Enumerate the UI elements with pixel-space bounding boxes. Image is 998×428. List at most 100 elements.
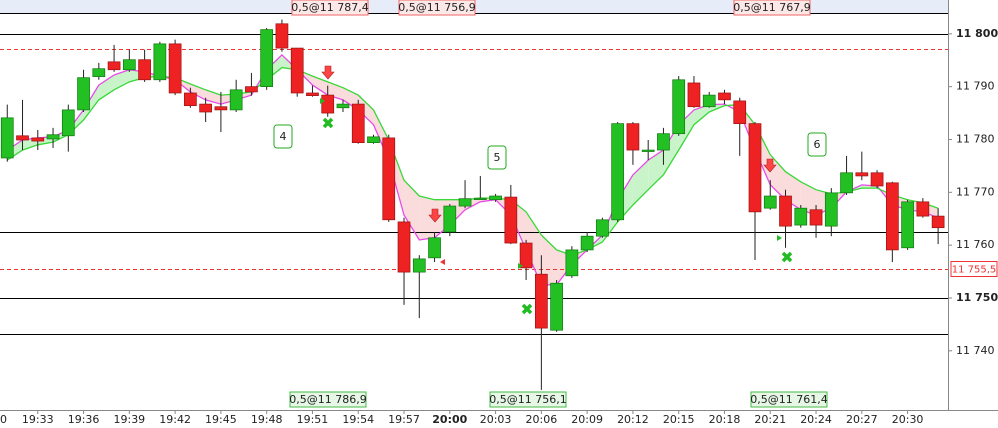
band-fill <box>693 104 710 125</box>
candle-body <box>519 242 533 269</box>
candle-body <box>641 149 655 152</box>
candle-body <box>443 205 457 233</box>
band-fill <box>541 235 557 285</box>
x-tick-label: 19:57 <box>388 413 420 426</box>
order-box <box>398 0 476 16</box>
candle-body <box>260 29 274 87</box>
candle-body <box>199 103 212 113</box>
candle-body <box>611 123 625 221</box>
candle-body <box>16 135 29 141</box>
price-tag-label: 11 755,5 <box>952 265 997 276</box>
candle-body <box>809 209 823 226</box>
x-tick-label: 20:30 <box>892 413 924 426</box>
candle-body <box>290 47 304 94</box>
order-box <box>489 391 567 408</box>
y-tick-label: 11 740 <box>956 344 995 357</box>
order-box <box>289 391 367 408</box>
band-fill <box>800 181 817 216</box>
candle-body <box>535 273 548 329</box>
candle-body <box>306 92 319 96</box>
y-tick-label: 11 800 <box>956 27 998 40</box>
band-fill <box>358 95 374 125</box>
candle-body <box>138 59 151 81</box>
candle-body <box>168 43 182 94</box>
x-tick-label: 19:51 <box>297 413 329 426</box>
candle-body <box>931 215 945 229</box>
candle-body <box>596 219 609 237</box>
y-tick-label: 11 790 <box>956 80 995 93</box>
candle-body <box>748 123 762 213</box>
candle-body <box>336 103 350 109</box>
order-label: 0,5@11 756,1 <box>489 393 566 406</box>
candle-body <box>916 201 930 217</box>
band-fill <box>419 196 435 240</box>
y-tick-label: 11 760 <box>956 238 995 251</box>
sell-arrow <box>321 65 335 80</box>
candle-body <box>245 86 258 93</box>
candle-body <box>184 92 197 107</box>
candle-body <box>794 207 808 226</box>
candle-body <box>672 79 686 135</box>
candle-body <box>489 195 502 201</box>
x-tick-label: 19:54 <box>342 413 374 426</box>
x-tick-label: 19:42 <box>159 413 191 426</box>
x-tick-label: 20:15 <box>663 413 695 426</box>
x-tick-label: 20:06 <box>526 413 558 426</box>
x-tick-label: 20:18 <box>709 413 741 426</box>
band-fill <box>648 150 664 190</box>
candle-body <box>702 94 716 108</box>
candle-body <box>153 43 167 81</box>
candle-body <box>122 59 136 71</box>
annotations: 0,5@11 787,4 0,5@11 756,9 0,5@11 767,9 0… <box>273 0 828 408</box>
x-tick-label: 20:09 <box>571 413 603 426</box>
order-label: 0,5@11 786,9 <box>289 393 366 406</box>
x-tick-label: 19:48 <box>251 413 283 426</box>
band-fill <box>678 109 694 151</box>
candle-body <box>687 82 701 108</box>
x-tick-label: 20:27 <box>846 413 878 426</box>
x-tick-label: 19:33 <box>22 413 54 426</box>
sell-arrow <box>428 208 442 223</box>
candle-body <box>626 123 640 151</box>
candle-body <box>718 92 731 101</box>
x-tick-label: 20:00 <box>432 413 467 426</box>
x-tick-label: 20:21 <box>754 413 786 426</box>
x-tick-label: 20:03 <box>480 413 512 426</box>
wave-box <box>807 132 827 157</box>
marker <box>518 263 523 269</box>
candle-body <box>321 94 335 114</box>
overlay-line <box>6 66 939 256</box>
y-tick-label: 11 750 <box>956 291 998 304</box>
price-tag <box>950 261 998 277</box>
band-fill <box>114 69 130 90</box>
candle-body <box>382 137 396 221</box>
candle-body <box>31 137 45 142</box>
candle-body <box>901 201 914 249</box>
candle-body <box>565 249 579 277</box>
order-label: 0,5@11 756,9 <box>398 1 475 14</box>
overlay-line <box>6 53 939 286</box>
wave-label: 4 <box>280 130 287 143</box>
candle-body <box>46 134 60 140</box>
order-label: 0,5@11 767,9 <box>733 1 810 14</box>
x-tick-label: 20:24 <box>800 413 832 426</box>
x-tick-label: 19:45 <box>205 413 237 426</box>
candle-body <box>428 237 441 259</box>
candle-body <box>473 197 487 200</box>
candle-body <box>824 192 838 227</box>
wave-box <box>273 124 293 149</box>
x-tick-label: 19:36 <box>68 413 100 426</box>
candle-body <box>77 77 90 111</box>
candle-body <box>870 172 884 187</box>
candle-body <box>367 136 380 144</box>
candle-body <box>733 100 747 124</box>
candle-body <box>214 106 228 111</box>
candle-body <box>550 282 563 331</box>
marker <box>777 235 782 241</box>
x-tick-label: 19:39 <box>113 413 145 426</box>
wave-box <box>487 145 507 170</box>
candle-body <box>61 109 75 137</box>
band-fill <box>404 180 420 240</box>
candle-body <box>0 117 14 159</box>
